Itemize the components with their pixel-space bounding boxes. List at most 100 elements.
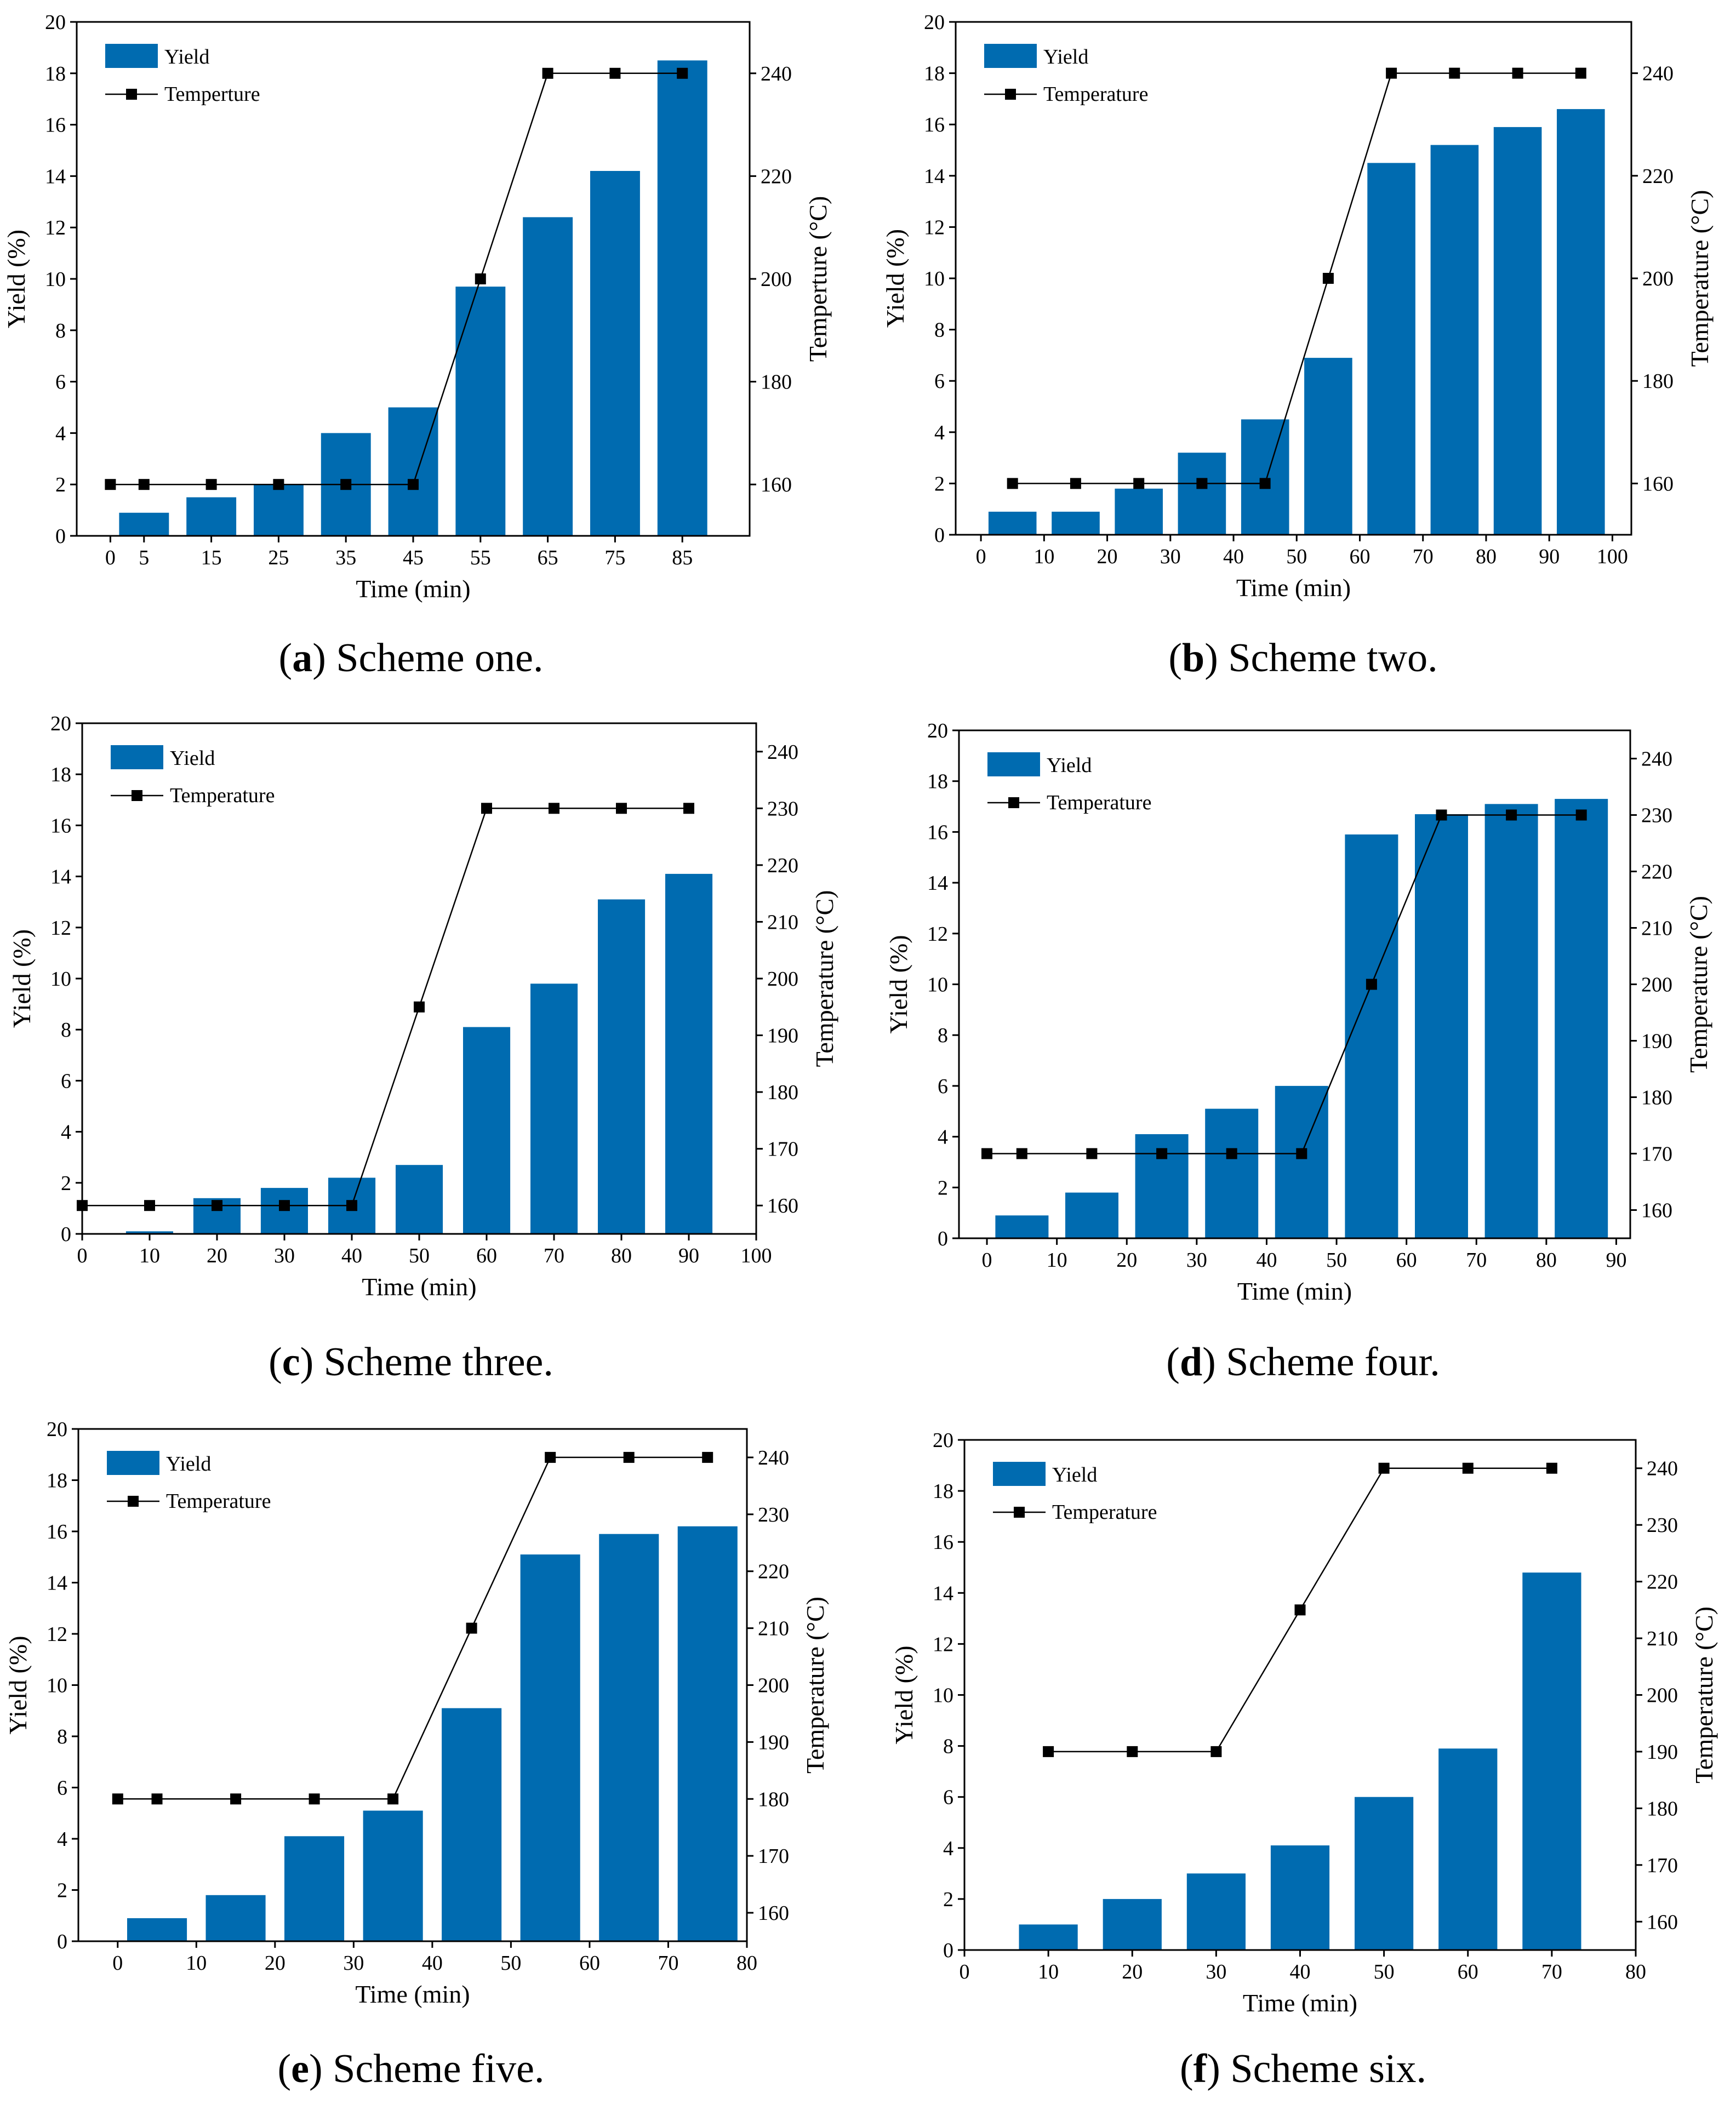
x-tick-label: 20 [265,1952,285,1975]
yield-bar [1555,799,1608,1238]
legend-yield-label: Yield [166,1453,211,1476]
legend-yield-label: Yield [170,747,215,770]
x-tick-label: 80 [1625,1960,1646,1983]
y2-tick-label: 220 [767,854,798,877]
yield-bar [1367,163,1415,535]
x-tick-label: 60 [579,1952,600,1975]
y2-tick-label: 190 [1647,1741,1678,1764]
legend-temperature-label: Temperture [164,83,260,106]
x-tick-label: 10 [1047,1249,1067,1272]
legend-yield-swatch [993,1462,1046,1486]
x-tick-label: 80 [1536,1249,1557,1272]
panel-caption: (e) Scheme five. [278,2046,545,2091]
y-tick-label: 16 [924,113,945,136]
x-tick-label: 40 [1223,545,1244,568]
legend-yield-swatch [105,44,158,68]
temperature-marker [549,803,559,814]
y2-tick-label: 170 [767,1138,798,1161]
y-tick-label: 6 [938,1075,948,1098]
yield-bar [1178,453,1226,535]
x-tick-label: 25 [268,546,289,569]
yield-bar [1115,488,1163,535]
legend-yield-label: Yield [1047,754,1092,777]
temperature-marker [1086,1148,1098,1159]
y2-tick-label: 180 [1641,1087,1672,1110]
caption-text: Scheme four. [1226,1340,1440,1385]
y2-axis-title: Temperature (°C) [801,1597,829,1774]
temperature-marker [230,1793,242,1805]
y-tick-label: 16 [45,114,66,137]
y-axis-title: Yield (%) [884,935,912,1033]
legend-temperature-marker [128,1496,139,1507]
y2-tick-label: 190 [1641,1030,1672,1053]
x-tick-label: 15 [201,546,222,569]
y-tick-label: 12 [50,917,71,940]
temperature-marker [1156,1148,1168,1159]
y-tick-label: 6 [57,1777,67,1800]
yield-bar [1415,814,1468,1238]
y-tick-label: 14 [47,1572,67,1595]
x-tick-label: 20 [207,1244,227,1267]
chart-panel-f: 0246810121416182016017018019020021022023… [890,1429,1718,2091]
temperature-marker [1462,1462,1474,1474]
yield-bar [284,1836,345,1941]
y2-tick-label: 160 [761,473,792,496]
y-tick-label: 20 [933,1429,953,1452]
x-tick-label: 0 [976,545,986,568]
temperature-marker [1575,809,1587,821]
caption-text: Scheme six. [1230,2046,1426,2091]
caption-paren-open: ( [279,636,293,681]
x-tick-label: 10 [186,1952,207,1975]
chart-panel-e: 0246810121416182016017018019020021022023… [4,1418,829,2091]
legend-temperature-marker [126,89,137,100]
caption-paren-close: ) [1207,2046,1230,2091]
caption-paren-open: ( [278,2046,292,2091]
x-tick-label: 10 [1033,545,1054,568]
yield-bar [1065,1192,1118,1238]
x-tick-label: 90 [1539,545,1560,568]
temperature-marker [273,479,284,490]
temperature-marker [616,803,627,814]
y-tick-label: 16 [47,1520,67,1543]
yield-bar [520,1554,580,1941]
x-tick-label: 100 [1597,545,1628,568]
temperature-marker [466,1622,477,1634]
temperature-marker [138,479,150,490]
x-tick-label: 45 [403,546,424,569]
x-tick-label: 60 [1396,1249,1417,1272]
temperature-marker [309,1793,320,1805]
y2-tick-label: 200 [767,968,798,991]
legend-temperature-label: Temperature [170,784,275,807]
yield-bar [1186,1873,1246,1950]
temperature-marker [1016,1148,1027,1159]
x-tick-label: 70 [1413,545,1434,568]
x-axis-title: Time (min) [1243,1989,1357,2017]
temperature-marker [1296,1148,1307,1159]
x-tick-label: 20 [1097,545,1118,568]
y2-tick-label: 230 [767,797,798,820]
caption-letter: c [282,1340,300,1385]
temperature-marker [1294,1604,1306,1616]
y2-tick-label: 230 [1641,804,1672,827]
y2-tick-label: 160 [1642,472,1674,495]
legend-yield-swatch [987,752,1040,776]
y-tick-label: 16 [933,1531,953,1554]
temperature-marker [1322,273,1334,284]
y-tick-label: 0 [934,524,945,547]
x-tick-label: 30 [343,1952,364,1975]
temperature-marker [1043,1746,1054,1757]
y-tick-label: 8 [57,1725,67,1748]
x-tick-label: 90 [1606,1249,1626,1272]
x-tick-label: 10 [139,1244,160,1267]
yield-bar [530,983,578,1234]
x-tick-label: 0 [982,1249,992,1272]
y-tick-label: 4 [57,1828,67,1851]
temperature-marker [1575,67,1586,79]
chart-panel-c: 0246810121416182016017018019020021022023… [8,712,838,1385]
caption-letter: f [1194,2046,1208,2091]
y2-tick-label: 240 [1642,62,1674,85]
y-tick-label: 20 [927,719,948,742]
y2-tick-label: 240 [1647,1457,1678,1480]
legend-temperature-marker [1014,1507,1025,1518]
yield-bar [463,1027,511,1234]
